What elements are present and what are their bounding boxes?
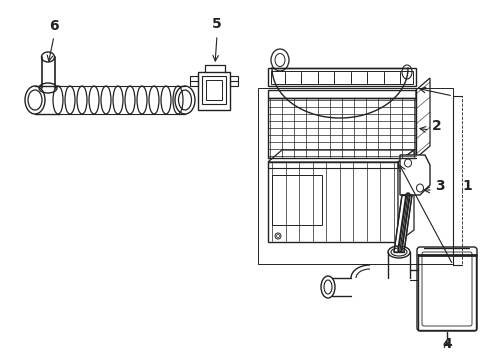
Bar (268, 98, 416, 158)
Bar (206, 80, 222, 100)
Polygon shape (268, 150, 414, 162)
Bar (268, 162, 398, 168)
Bar (230, 76, 238, 86)
Text: 1: 1 (462, 179, 472, 193)
Text: 3: 3 (435, 179, 444, 193)
Bar (268, 162, 398, 242)
Polygon shape (394, 195, 412, 252)
Ellipse shape (470, 242, 482, 254)
Bar (190, 76, 198, 86)
Bar (272, 175, 322, 225)
Polygon shape (400, 155, 430, 195)
Polygon shape (398, 150, 414, 242)
Bar (418, 248, 476, 330)
Ellipse shape (412, 242, 424, 254)
Bar (258, 88, 453, 264)
Bar (268, 68, 416, 86)
Bar (198, 72, 230, 110)
Bar (202, 76, 226, 104)
Text: 2: 2 (432, 119, 442, 133)
Text: 5: 5 (212, 17, 222, 31)
Text: 6: 6 (49, 19, 59, 33)
Bar (271, 71, 413, 84)
Text: 4: 4 (442, 337, 452, 351)
